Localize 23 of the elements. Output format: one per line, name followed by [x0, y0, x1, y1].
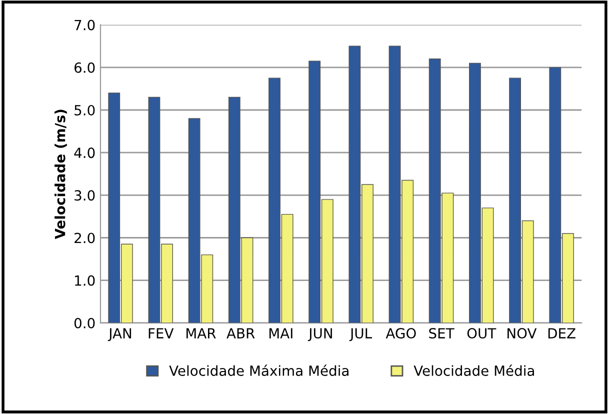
y-tick-label: 7.0: [74, 20, 95, 30]
legend-label: Velocidade Máxima Média: [169, 364, 348, 376]
y-axis-title: Velocidade (m/s): [54, 110, 67, 240]
x-tick-label: AGO: [386, 328, 416, 339]
y-tick-label: 0.0: [74, 318, 95, 328]
x-tick-label: ABR: [226, 328, 255, 338]
y-tick-label: 3.0: [74, 190, 95, 201]
y-tick-label: 4.0: [74, 148, 95, 158]
x-tick-label: FEV: [148, 328, 174, 338]
x-tick-label: JUL: [349, 328, 372, 342]
x-tick-label: JUN: [308, 328, 332, 342]
x-tick-label: NOV: [508, 328, 537, 339]
y-tick-label: 5.0: [74, 104, 95, 116]
x-tick-label: MAR: [186, 328, 216, 338]
y-tick-label: 2.0: [74, 232, 95, 244]
x-tick-label: SET: [429, 328, 454, 339]
x-tick-label: MAI: [269, 328, 292, 338]
x-tick-label: OUT: [467, 328, 496, 339]
y-tick-label: 1.0: [75, 275, 95, 286]
x-tick-label: JAN: [108, 328, 132, 342]
legend-label: Velocidade Média: [414, 364, 534, 376]
x-tick-label: DEZ: [548, 328, 576, 338]
y-tick-label: 6.0: [74, 62, 95, 73]
